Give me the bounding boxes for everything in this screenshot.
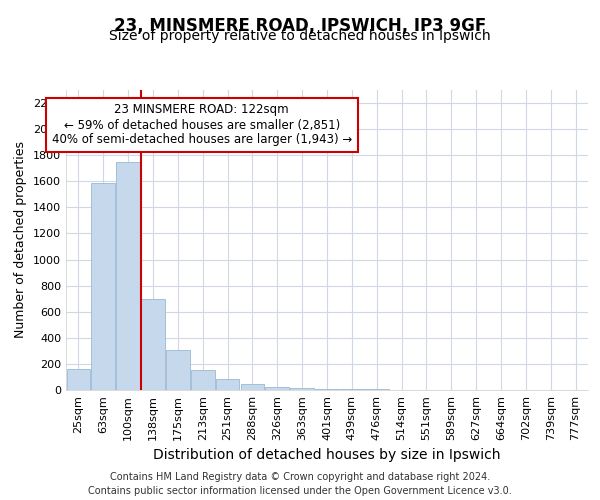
Text: Size of property relative to detached houses in Ipswich: Size of property relative to detached ho…	[109, 29, 491, 43]
Text: 23, MINSMERE ROAD, IPSWICH, IP3 9GF: 23, MINSMERE ROAD, IPSWICH, IP3 9GF	[114, 18, 486, 36]
Bar	[365, 388, 389, 390]
X-axis label: Distribution of detached houses by size in Ipswich: Distribution of detached houses by size …	[153, 448, 501, 462]
Bar	[241, 384, 264, 390]
Bar	[265, 386, 289, 390]
Y-axis label: Number of detached properties: Number of detached properties	[14, 142, 28, 338]
Text: Contains HM Land Registry data © Crown copyright and database right 2024.: Contains HM Land Registry data © Crown c…	[110, 472, 490, 482]
Bar	[141, 298, 165, 390]
Bar	[166, 350, 190, 390]
Text: Contains public sector information licensed under the Open Government Licence v3: Contains public sector information licen…	[88, 486, 512, 496]
Bar	[290, 388, 314, 390]
Bar	[67, 369, 90, 390]
Bar	[91, 182, 115, 390]
Bar	[116, 162, 140, 390]
Text: 23 MINSMERE ROAD: 122sqm
← 59% of detached houses are smaller (2,851)
40% of sem: 23 MINSMERE ROAD: 122sqm ← 59% of detach…	[52, 104, 352, 146]
Bar	[191, 370, 215, 390]
Bar	[216, 379, 239, 390]
Bar	[315, 388, 339, 390]
